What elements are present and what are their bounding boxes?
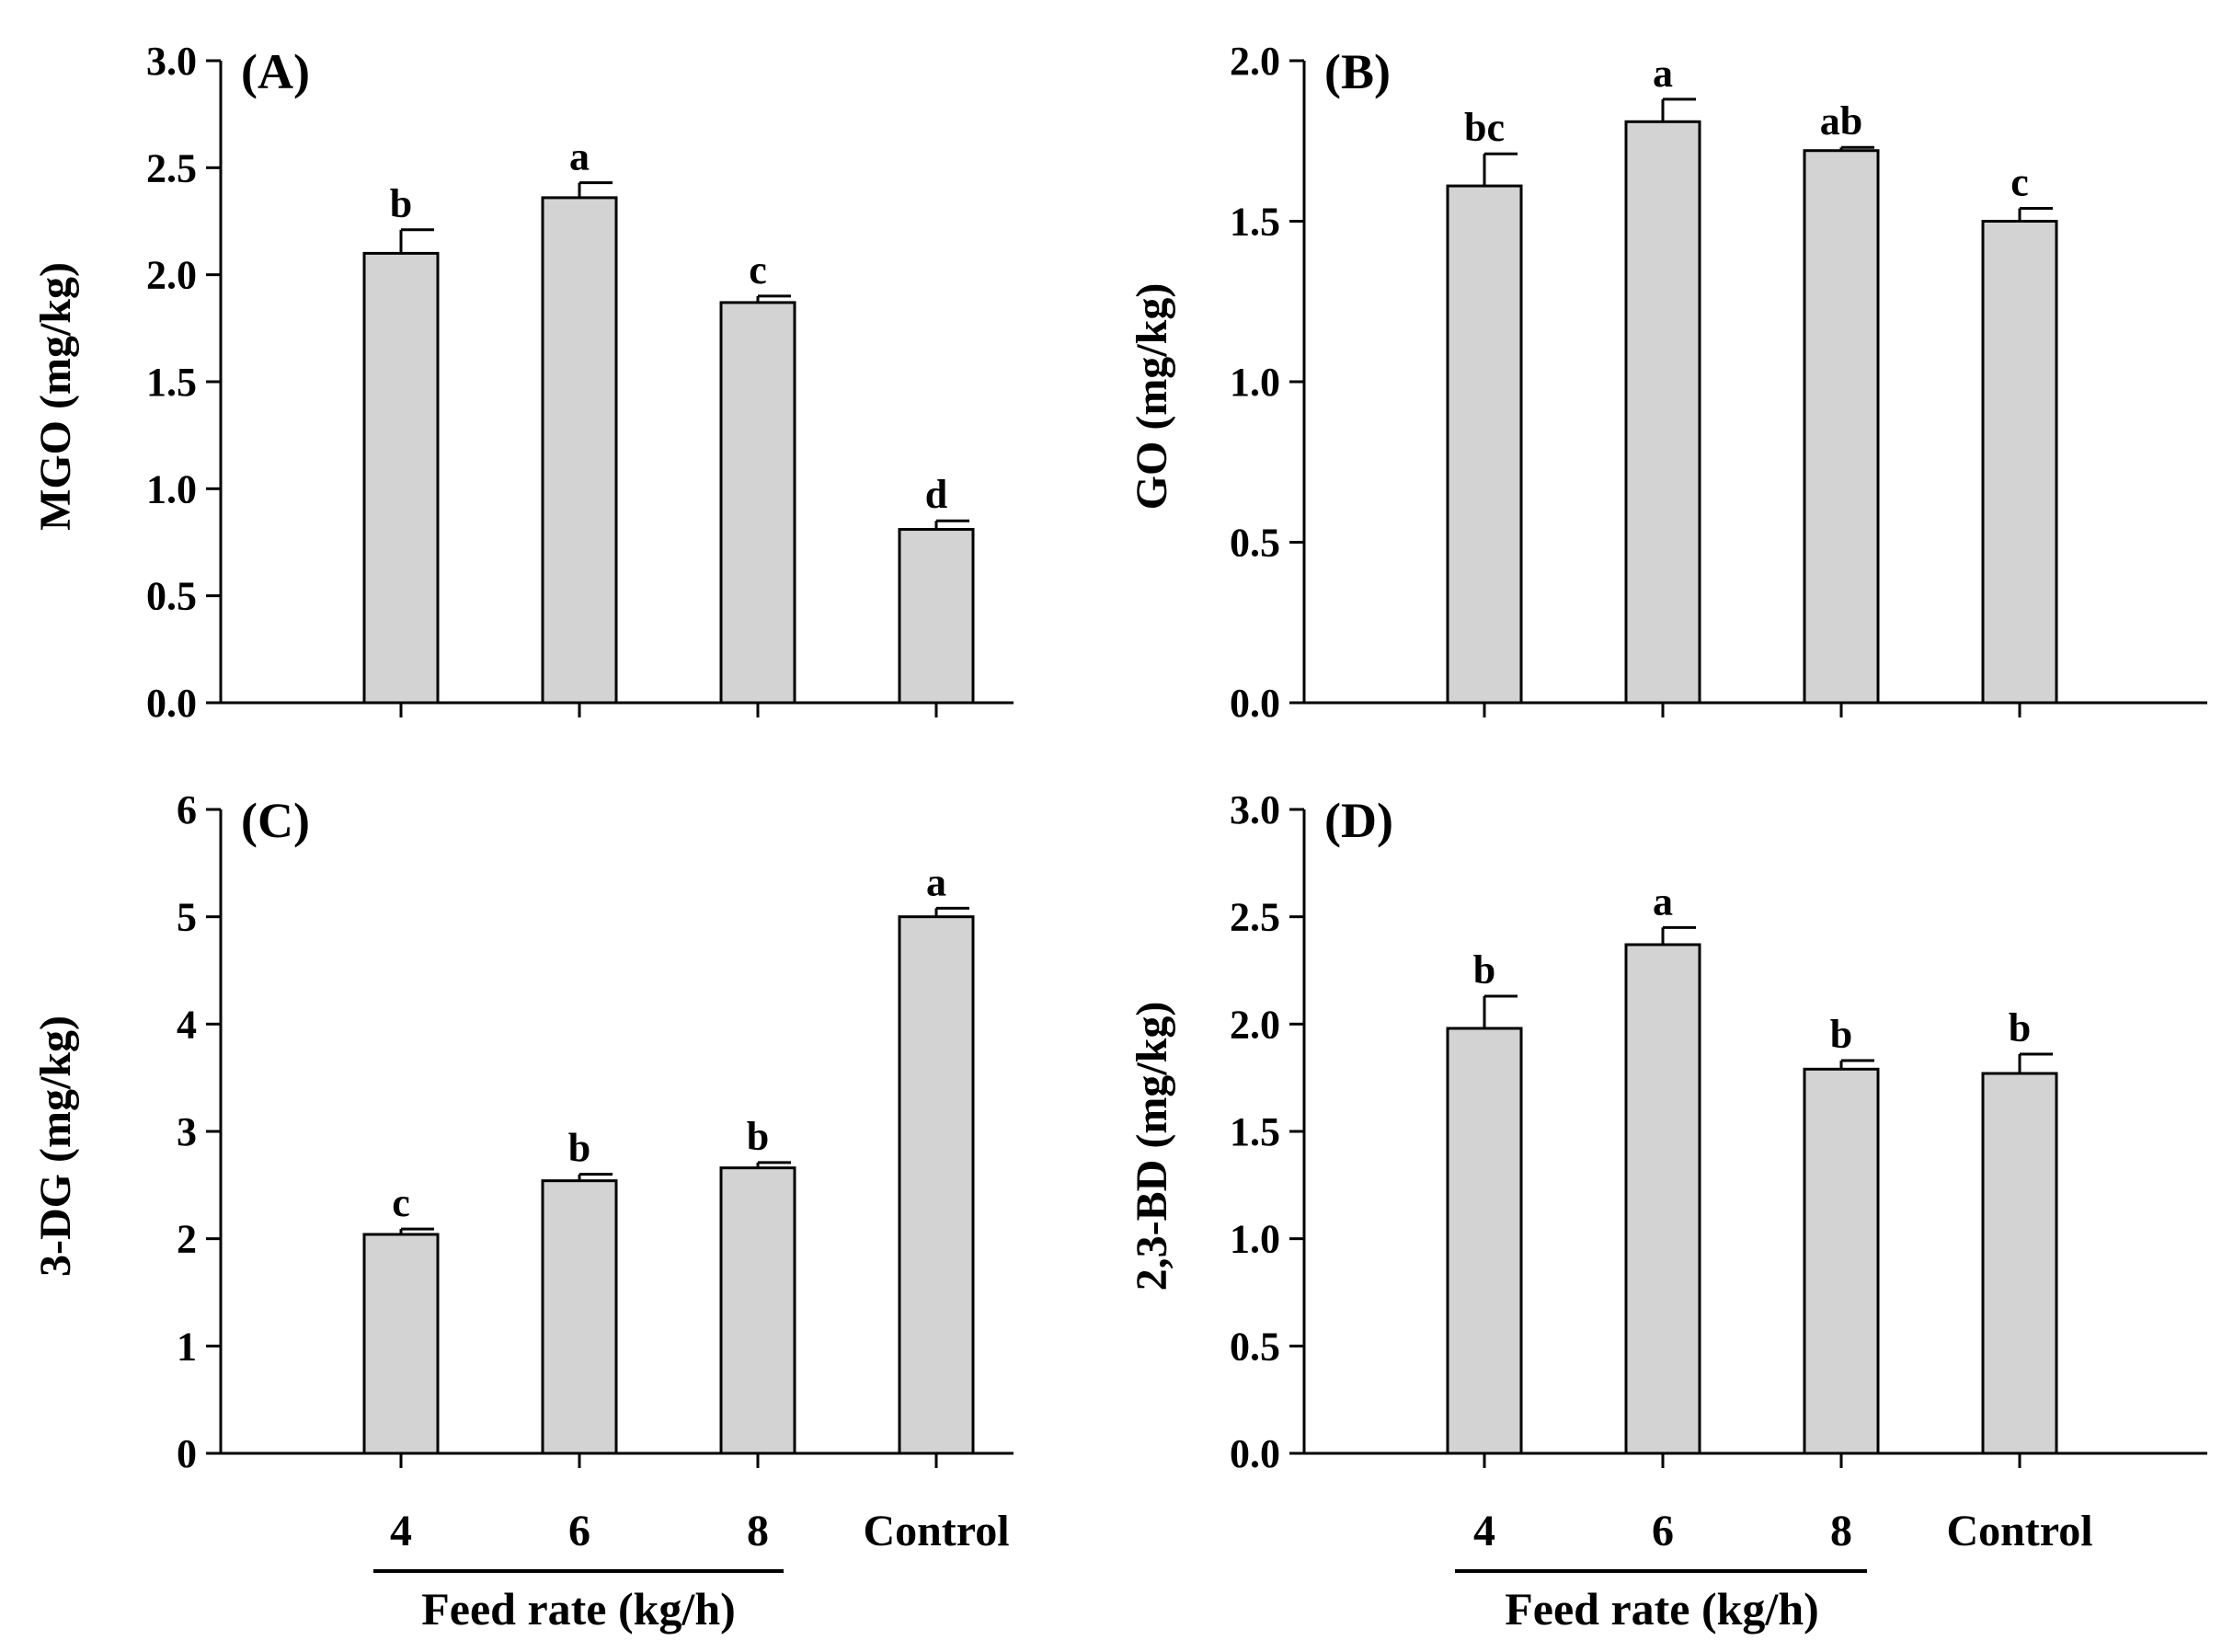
- x-labels-left: 4 6 8 Control Feed rate (kg/h): [373, 1507, 1010, 1635]
- significance-letter: b: [568, 1126, 590, 1171]
- category-label: 6: [568, 1507, 590, 1555]
- y-tick-label: 2.0: [146, 253, 197, 298]
- y-tick-label: 0.0: [1230, 681, 1280, 726]
- bar: [719, 1166, 796, 1455]
- panel-c: 0 1 2 3 4 5 6 3-DG (mg/kg) (C) c b b a: [31, 787, 1014, 1476]
- y-tick-label: 0.0: [146, 681, 197, 726]
- bar: [1981, 1072, 2058, 1455]
- bar: [1981, 220, 2058, 705]
- y-tick-label: 1: [177, 1324, 197, 1369]
- y-axis-title: 2,3-BD (mg/kg): [1128, 1002, 1176, 1291]
- category-label: 8: [747, 1507, 769, 1555]
- significance-letter: a: [1653, 878, 1673, 924]
- bar: [362, 1233, 440, 1455]
- y-tick-label: 1.0: [1230, 1217, 1280, 1262]
- x-axis-group-label: Feed rate (kg/h): [421, 1583, 736, 1635]
- significance-letter: bc: [1464, 105, 1505, 150]
- panel-tag: (B): [1324, 44, 1391, 99]
- significance-letter: a: [926, 859, 946, 904]
- y-tick-label: 1.0: [146, 466, 197, 511]
- y-tick-label: 3.0: [146, 39, 197, 84]
- significance-letter: b: [747, 1114, 769, 1159]
- panel-d: 0.0 0.5 1.0 1.5 2.0 2.5 3.0 2,3-BD (mg/kg) (D) b a…: [1128, 787, 2207, 1476]
- y-tick-label: 0.0: [1230, 1431, 1280, 1476]
- y-tick-label: 1.0: [1230, 360, 1280, 405]
- y-tick-label: 0: [177, 1431, 197, 1476]
- panel-a: 0.0 0.5 1.0 1.5 2.0 2.5 3.0 MGO (mg/kg) (A) b a c d: [31, 39, 1014, 726]
- category-label: Control: [863, 1507, 1009, 1555]
- y-tick-label: 0.5: [1230, 1324, 1280, 1369]
- y-tick-label: 3: [177, 1109, 197, 1154]
- significance-letter: b: [1473, 947, 1495, 992]
- x-labels-right: 4 6 8 Control Feed rate (kg/h): [1455, 1507, 2093, 1635]
- significance-letter: c: [2010, 160, 2029, 205]
- panel-tag: (C): [241, 793, 310, 848]
- category-label: 8: [1830, 1507, 1852, 1555]
- y-axis-title: GO (mg/kg): [1128, 283, 1176, 511]
- bar: [541, 196, 618, 705]
- category-label: Control: [1946, 1507, 2092, 1555]
- bar: [898, 528, 975, 705]
- y-tick-label: 3.0: [1230, 787, 1280, 832]
- bar: [898, 915, 975, 1455]
- y-tick-label: 0.5: [146, 574, 197, 619]
- y-tick-label: 4: [177, 1002, 197, 1047]
- category-label: 4: [1473, 1507, 1495, 1555]
- significance-letter: b: [390, 181, 412, 226]
- bar: [719, 301, 796, 705]
- y-tick-label: 2.5: [1230, 895, 1280, 940]
- y-tick-label: 5: [177, 895, 197, 940]
- y-axis-title: MGO (mg/kg): [31, 262, 80, 531]
- bar: [1446, 184, 1523, 705]
- bar: [1624, 943, 1701, 1455]
- y-tick-label: 1.5: [146, 360, 197, 405]
- y-tick-label: 1.5: [1230, 200, 1280, 245]
- significance-letter: b: [2009, 1005, 2031, 1050]
- significance-letter: a: [569, 134, 590, 179]
- y-axis-title: 3-DG (mg/kg): [31, 1015, 80, 1277]
- y-tick-label: 2.5: [146, 145, 197, 190]
- y-tick-label: 2.0: [1230, 39, 1280, 84]
- panel-tag: (D): [1324, 793, 1393, 848]
- panel-tag: (A): [241, 44, 310, 99]
- bar: [1446, 1027, 1523, 1455]
- significance-letter: c: [392, 1180, 410, 1225]
- significance-letter: a: [1653, 51, 1673, 96]
- bar: [1624, 120, 1701, 705]
- x-axis-group-label: Feed rate (kg/h): [1505, 1583, 1819, 1635]
- bar: [362, 251, 440, 705]
- y-tick-label: 2: [177, 1217, 197, 1262]
- y-tick-label: 1.5: [1230, 1109, 1280, 1154]
- y-tick-label: 6: [177, 787, 197, 832]
- bar: [1803, 149, 1880, 705]
- panel-b: 0.0 0.5 1.0 1.5 2.0 GO (mg/kg) (B) bc a ab c: [1128, 39, 2207, 726]
- y-tick-label: 0.5: [1230, 521, 1280, 566]
- category-label: 6: [1652, 1507, 1674, 1555]
- significance-letter: b: [1830, 1012, 1852, 1057]
- significance-letter: ab: [1820, 98, 1862, 143]
- bar: [541, 1179, 618, 1455]
- significance-letter: c: [749, 247, 767, 293]
- bar: [1803, 1067, 1880, 1455]
- category-label: 4: [390, 1507, 412, 1555]
- y-tick-label: 2.0: [1230, 1002, 1280, 1047]
- significance-letter: d: [925, 472, 947, 517]
